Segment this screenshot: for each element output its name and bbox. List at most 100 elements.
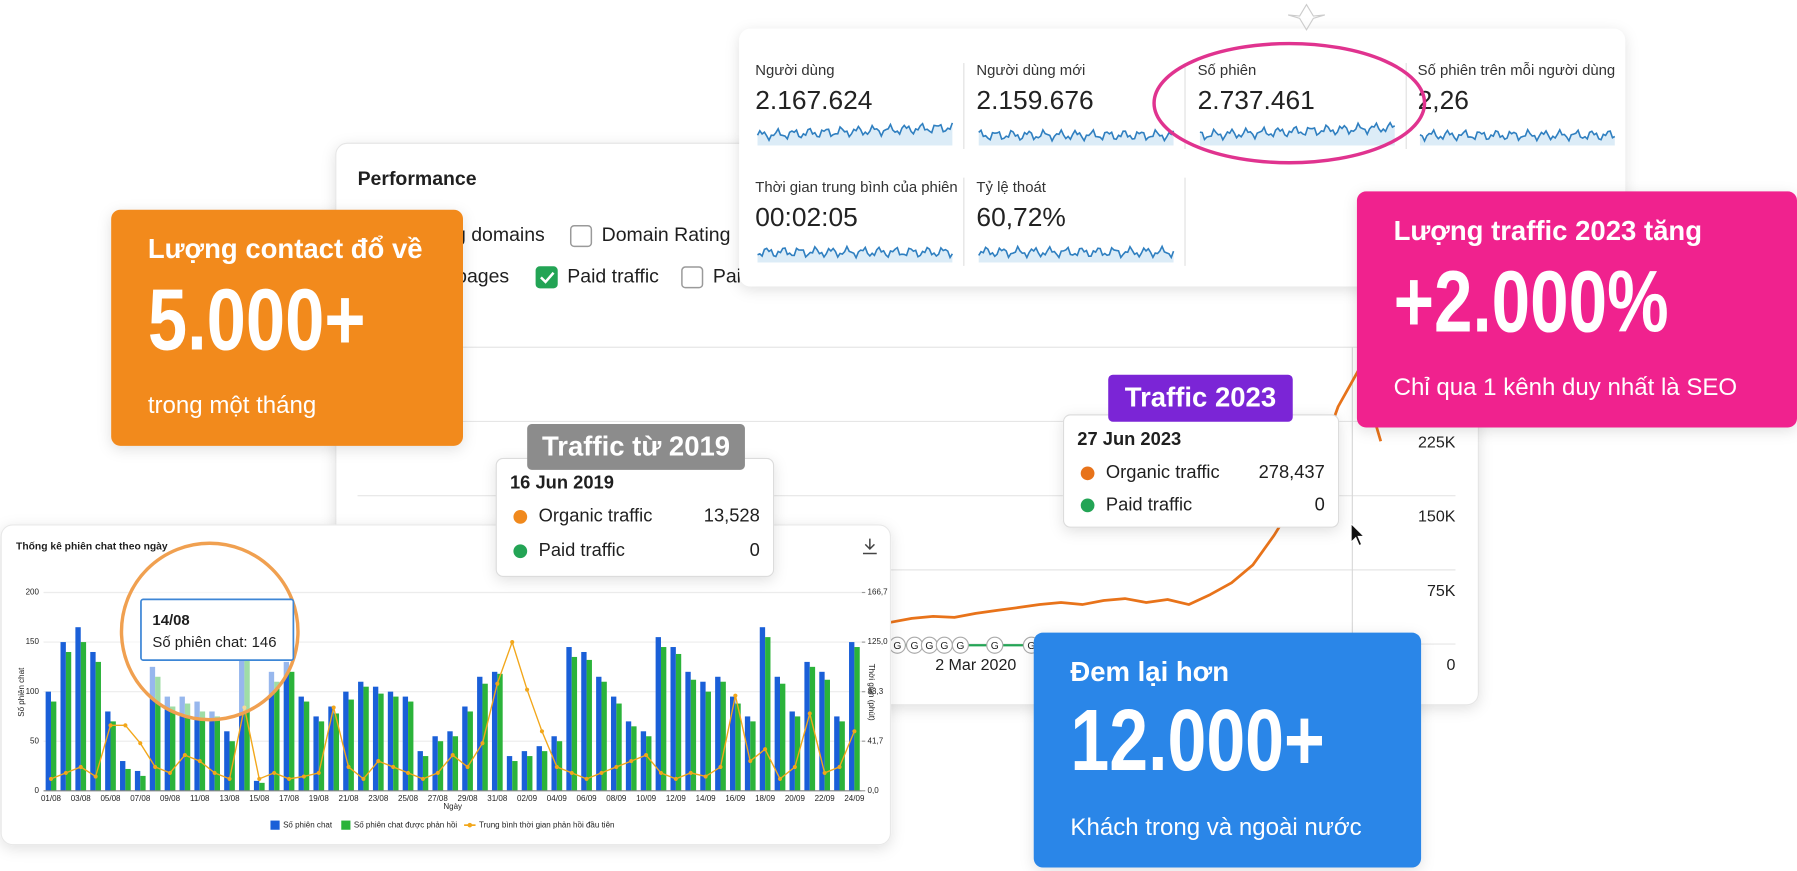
y2-axis-label: Thời gian (phút) <box>867 664 876 721</box>
bar <box>343 691 349 791</box>
metric-label: Người dùng mới <box>976 63 1085 79</box>
y2-tick-label: 83,3 <box>868 687 884 696</box>
filter-label[interactable]: g domains <box>455 224 545 246</box>
bar <box>125 768 131 791</box>
x-tick-label: 20/09 <box>785 794 806 803</box>
bar <box>610 696 617 791</box>
line-point <box>688 770 693 775</box>
line-point <box>599 770 604 775</box>
line-point <box>316 770 321 775</box>
checkbox[interactable] <box>569 225 593 248</box>
callout-caption: Khách trong và ngoài nước <box>1070 814 1361 841</box>
filter-label[interactable]: Pai <box>713 265 741 287</box>
bar <box>60 642 66 791</box>
y-tick-label: 150K <box>1418 508 1456 526</box>
line-point <box>435 770 440 775</box>
tooltip-box <box>140 598 295 661</box>
line-point <box>569 770 574 775</box>
bar <box>298 696 304 791</box>
legend-label[interactable]: Trung bình thời gian phản hồi đầu tiên <box>479 820 615 829</box>
event-marker-label: G <box>956 641 964 652</box>
line-point <box>450 753 455 758</box>
tooltip-value: 0 <box>1315 493 1325 514</box>
bar <box>110 721 116 791</box>
sparkline <box>978 244 1175 260</box>
legend-label[interactable]: Số phiên chat được phản hồi <box>354 820 458 829</box>
line-point <box>48 776 54 781</box>
checkbox-checked[interactable] <box>535 266 558 289</box>
download-icon[interactable] <box>862 538 877 555</box>
bar <box>720 681 726 791</box>
bar <box>149 666 156 791</box>
y-tick-label: 150 <box>26 637 40 646</box>
bar <box>854 647 860 791</box>
line-point <box>554 764 559 770</box>
tooltip-value: 13,528 <box>704 505 760 526</box>
tooltip-dot <box>1080 498 1095 513</box>
bar <box>616 703 622 791</box>
x-tick-label: 14/09 <box>696 794 717 803</box>
line-point <box>480 741 485 746</box>
chat-card: Thống kê phiên chat theo ngày Ngày Số ph… <box>0 524 892 846</box>
event-marker-label: G <box>893 641 901 652</box>
cursor <box>1350 522 1365 547</box>
bar <box>447 731 453 791</box>
sparkle-icon <box>1287 3 1325 31</box>
bar <box>685 671 691 791</box>
bar <box>744 716 751 791</box>
line-point <box>272 770 277 775</box>
filter-label[interactable]: Domain Rating <box>602 224 731 246</box>
bar <box>660 647 667 791</box>
line-point <box>495 681 500 686</box>
event-marker[interactable] <box>986 636 1004 654</box>
bar <box>601 681 607 791</box>
bar <box>789 711 795 791</box>
legend-label[interactable]: Số phiên chat <box>283 820 333 829</box>
bar <box>75 627 81 791</box>
line-point <box>837 764 842 770</box>
bar <box>437 741 444 791</box>
checkbox[interactable] <box>681 266 704 289</box>
line-point <box>197 758 202 764</box>
bar <box>313 716 319 791</box>
bar <box>625 721 632 791</box>
bar <box>536 746 542 791</box>
bar <box>596 676 602 791</box>
line-point <box>718 764 723 770</box>
bar <box>809 666 816 791</box>
x-tick-label: 07/08 <box>130 794 151 803</box>
event-marker[interactable] <box>951 636 969 654</box>
y2-tick-label: 125,0 <box>868 637 889 646</box>
tooltip-value: 278,437 <box>1259 461 1325 482</box>
sparkline <box>756 122 954 142</box>
bar <box>393 696 399 791</box>
filter-label[interactable]: pages <box>456 265 509 287</box>
line-point <box>227 776 232 781</box>
x-tick-label: 05/08 <box>100 794 121 803</box>
event-marker-label: G <box>991 641 999 652</box>
event-marker-label: G <box>1027 641 1035 652</box>
line-point <box>153 764 158 770</box>
x-tick-label: 24/09 <box>844 794 865 803</box>
x-tick-label: 29/08 <box>458 794 479 803</box>
bar <box>164 696 171 791</box>
line-point <box>286 776 292 781</box>
filter-label[interactable]: Paid traffic <box>567 265 659 287</box>
x-tick-label: 31/08 <box>487 794 508 803</box>
line-point <box>852 729 857 734</box>
bar <box>794 716 801 791</box>
bar <box>735 703 741 791</box>
line-point <box>405 770 411 775</box>
bar <box>199 711 206 791</box>
line-point <box>63 770 68 775</box>
bar <box>750 721 756 791</box>
line-point <box>792 764 797 770</box>
line-point <box>703 774 708 779</box>
x-tick-label: 2 Mar 2020 <box>935 656 1016 674</box>
bar <box>408 701 414 791</box>
bar <box>527 756 533 791</box>
line-point <box>629 758 634 764</box>
bar <box>378 693 384 791</box>
